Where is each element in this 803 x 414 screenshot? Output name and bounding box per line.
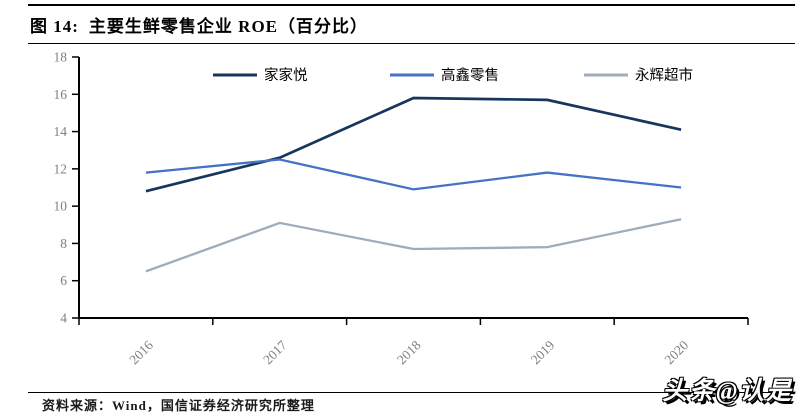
series-line-家家悦 (145, 96, 682, 193)
y-tick-label: 10 (54, 199, 68, 214)
figure-caption: 图 14: 主要生鲜零售企业 ROE（百分比） (30, 12, 368, 37)
y-tick-label: 16 (54, 87, 68, 102)
x-category-label: 2017 (260, 337, 290, 367)
top-rule (28, 4, 795, 6)
x-category-label: 2020 (662, 337, 692, 367)
series-line-永辉超市 (145, 218, 682, 273)
source-note: 资料来源：Wind，国信证券经济研究所整理 (42, 398, 315, 413)
title-underline (28, 43, 795, 44)
legend-label-永辉超市: 永辉超市 (635, 67, 693, 84)
y-tick-label: 14 (54, 124, 68, 139)
y-tick-label: 6 (60, 273, 67, 288)
footer-rule (28, 392, 793, 393)
x-category-label: 2018 (394, 337, 424, 367)
series-line-高鑫零售 (145, 158, 682, 191)
y-tick-label: 18 (54, 50, 68, 65)
legend-label-高鑫零售: 高鑫零售 (441, 66, 499, 84)
watermark: 头条@认是 (662, 378, 793, 405)
figure-title-text: 主要生鲜零售企业 ROE（百分比） (88, 17, 369, 36)
legend-label-家家悦: 家家悦 (264, 67, 308, 84)
figure-number: 图 14: (30, 17, 79, 36)
y-tick-label: 4 (60, 311, 67, 326)
y-tick-label: 8 (60, 236, 67, 251)
x-category-label: 2019 (528, 337, 558, 367)
x-category-label: 2016 (126, 337, 156, 367)
y-tick-label: 12 (54, 161, 68, 176)
